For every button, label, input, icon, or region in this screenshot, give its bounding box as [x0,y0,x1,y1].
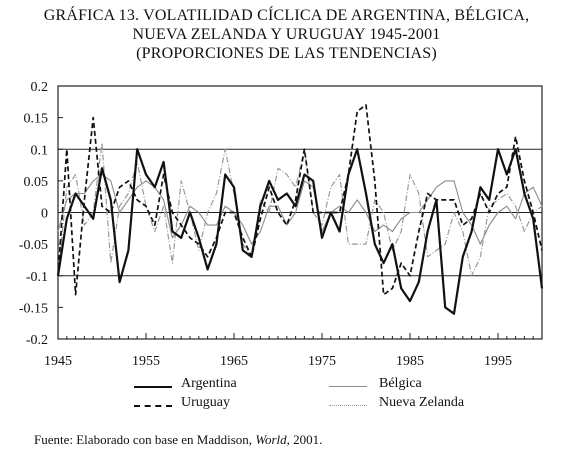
series-line-belgica [57,173,543,245]
chart-title: GRÁFICA 13. VOLATILIDAD CÍCLICA DE ARGEN… [0,6,573,63]
x-tick-label: 1975 [308,354,336,369]
chart-title-line-2: NUEVA ZELANDA Y URUGUAY 1945-2001 [132,26,441,43]
legend-swatch-argentina [134,386,172,388]
y-tick-label: -0.2 [26,333,48,348]
source-suffix: , 2001. [286,432,323,447]
y-tick-label: 0 [41,207,48,222]
legend-label-uruguay: Uruguay [181,395,230,410]
legend-label-belgica: Bélgica [379,376,422,391]
legend-swatch-nueva-zelanda [329,405,367,406]
legend-label-nueva-zelanda: Nueva Zelanda [379,395,465,410]
x-tick-label: 1965 [220,354,248,369]
x-tick-label: 1995 [484,354,512,369]
chart-title-line-3: (PROPORCIONES DE LAS TENDENCIAS) [136,45,437,62]
line-chart: 0.2 0.15 0.1 0.05 0 -0.05 -0.1 -0.15 -0.2 1945 195… [19,80,544,369]
chart-title-line-1: GRÁFICA 13. VOLATILIDAD CÍCLICA DE ARGEN… [43,7,530,24]
x-tick-label: 1955 [132,354,160,369]
legend-label-argentina: Argentina [181,376,237,391]
y-tick-label: 0.05 [24,175,49,190]
source-work: World [255,432,287,447]
series-line-nueva-zelanda [57,142,543,277]
legend-swatch-uruguay [134,405,172,407]
y-tick-label: 0.2 [31,80,49,95]
legend-swatch-belgica [329,386,367,387]
x-tick-label: 1985 [396,354,424,369]
series-line-argentina [56,148,544,315]
series-line-uruguay [57,104,543,296]
y-tick-label: -0.1 [26,270,48,285]
y-tick-label: -0.05 [19,238,48,253]
y-tick-label: 0.15 [24,112,49,127]
source-prefix: Fuente: Elaborado con base en Maddison, [34,432,256,447]
y-tick-label: 0.1 [31,143,49,158]
source-note: Fuente: Elaborado con base en Maddison, … [34,432,322,448]
y-tick-label: -0.15 [19,301,48,316]
x-tick-label: 1945 [44,354,72,369]
